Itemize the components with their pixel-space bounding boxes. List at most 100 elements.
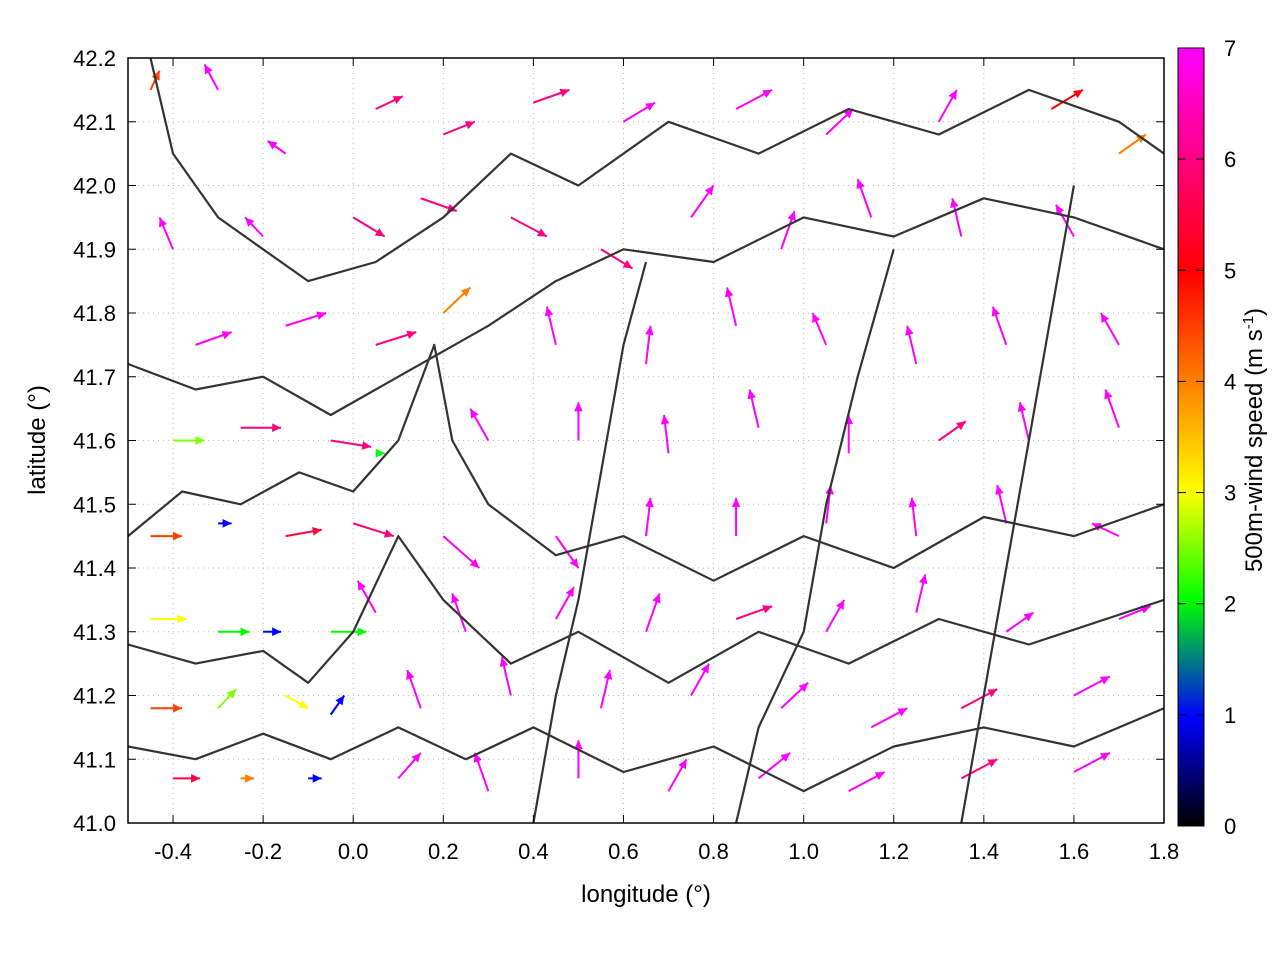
y-tick-label: 42.2 <box>73 46 116 71</box>
wind-vector-head <box>948 89 957 100</box>
wind-vector-head <box>469 558 480 568</box>
y-tick-label: 41.1 <box>73 747 116 772</box>
y-tick-label: 41.3 <box>73 620 116 645</box>
y-axis-title: latitude (°) <box>24 385 51 495</box>
wind-vector-head <box>375 448 385 458</box>
wind-vector-head <box>652 593 661 604</box>
wind-vector-head <box>700 663 710 674</box>
wind-vector-head <box>1104 389 1113 400</box>
wind-vector-head <box>392 96 403 105</box>
wind-vector-head <box>240 627 250 637</box>
wind-vector-head <box>660 415 670 425</box>
colorbar-title-exponent: -1 <box>1240 316 1257 329</box>
wind-vector-head <box>357 627 367 637</box>
colorbar <box>1177 47 1205 827</box>
wind-vector-head <box>798 682 809 693</box>
x-tick-label: 0.4 <box>518 839 549 864</box>
wind-vector-head <box>762 605 773 614</box>
wind-vector-head <box>987 759 998 768</box>
wind-vector-head <box>406 330 417 339</box>
wind-vector-head <box>406 670 415 680</box>
wind-vector-head <box>335 695 345 706</box>
colorbar-tick-label: 5 <box>1224 258 1236 283</box>
wind-vector-head <box>173 703 183 713</box>
wind-vector-head <box>918 574 928 585</box>
wind-vector-head <box>995 485 1004 495</box>
y-tick-label: 41.9 <box>73 237 116 262</box>
y-tick-label: 41.4 <box>73 556 116 581</box>
wind-vector-head <box>856 179 865 190</box>
wind-vector-head <box>1072 89 1083 99</box>
wind-vector-head <box>361 441 372 450</box>
colorbar-title: 500m-wind speed (m s-1) <box>1240 308 1268 572</box>
wind-vector-head <box>460 287 471 297</box>
contour-line <box>532 261 648 823</box>
x-tick-label: -0.2 <box>244 839 282 864</box>
x-tick-label: 1.8 <box>1149 839 1180 864</box>
wind-vector-head <box>191 774 201 783</box>
wind-vector-head <box>226 689 237 699</box>
wind-vector-head <box>177 614 187 624</box>
wind-vector-head <box>267 140 278 150</box>
x-tick-label: 0.2 <box>428 839 459 864</box>
wind-vector-head <box>245 774 255 783</box>
wind-vector-head <box>905 325 914 336</box>
contour-line <box>735 249 895 823</box>
wind-vector-head <box>574 740 583 750</box>
wind-vector-head <box>622 259 633 269</box>
colorbar-tick-label: 3 <box>1224 481 1236 506</box>
x-tick-label: -0.4 <box>154 839 192 864</box>
wind-vector-head <box>451 593 460 604</box>
contour-line <box>128 197 1164 417</box>
colorbar-tick-label: 2 <box>1224 592 1236 617</box>
wind-vector-head <box>221 331 232 340</box>
x-axis-title: longitude (°) <box>581 881 711 908</box>
wind-vector-head <box>704 185 714 196</box>
wind-vector-head <box>569 558 579 568</box>
colorbar-ticks: 0 1 2 3 4 5 6 7 <box>1178 36 1236 839</box>
wind-vector-head <box>1100 313 1110 323</box>
wind-vector-head <box>245 217 255 227</box>
wind-vector-head <box>724 287 734 298</box>
wind-vector-head <box>574 402 583 412</box>
wind-vector-head <box>499 657 509 668</box>
y-tick-label: 41.0 <box>73 811 116 836</box>
wind-vector-head <box>780 752 791 762</box>
wind-vector-head <box>645 102 656 112</box>
colorbar-title-main: 500m-wind speed (m s <box>1241 329 1268 572</box>
wind-vector-head <box>195 436 205 445</box>
wind-vector-head <box>645 325 654 336</box>
wind-vector-head <box>787 211 796 221</box>
contour-line <box>960 185 1075 823</box>
wind-vector-head <box>1099 676 1110 685</box>
terrain-contours <box>128 58 1164 823</box>
contour-line <box>128 707 1164 793</box>
wind-vector-head <box>383 529 394 538</box>
y-tick-label: 41.7 <box>73 365 116 390</box>
wind-vector-head <box>411 752 421 763</box>
x-tick-label: 1.6 <box>1059 839 1090 864</box>
y-tick-label: 42.0 <box>73 174 116 199</box>
colorbar-tick-label: 6 <box>1224 147 1236 172</box>
wind-vector-head <box>464 121 475 130</box>
wind-vector-head <box>544 306 554 317</box>
wind-vector-head <box>812 313 821 323</box>
y-axis-ticks: 41.0 41.1 41.2 41.3 41.4 41.5 41.6 41.7 41.8 41.9… <box>73 46 1164 836</box>
wind-vector-head <box>874 772 885 781</box>
wind-vector-head <box>603 670 613 680</box>
wind-vector-head <box>908 497 918 508</box>
wind-vector-head <box>950 198 959 209</box>
x-tick-label: 0.0 <box>338 839 369 864</box>
wind-vector-head <box>731 497 741 507</box>
wind-vector-head <box>1023 612 1034 622</box>
wind-vector-head <box>316 311 327 320</box>
colorbar-tick-label: 0 <box>1224 814 1236 839</box>
wind-vector-head <box>1099 752 1110 761</box>
wind-vector-head <box>955 421 966 431</box>
wind-vector-head <box>565 587 574 598</box>
wind-vector-head <box>762 89 773 98</box>
x-tick-label: 0.8 <box>698 839 729 864</box>
x-tick-label: 1.2 <box>878 839 909 864</box>
wind-vector-head <box>747 389 756 400</box>
x-tick-label: 0.6 <box>608 839 639 864</box>
